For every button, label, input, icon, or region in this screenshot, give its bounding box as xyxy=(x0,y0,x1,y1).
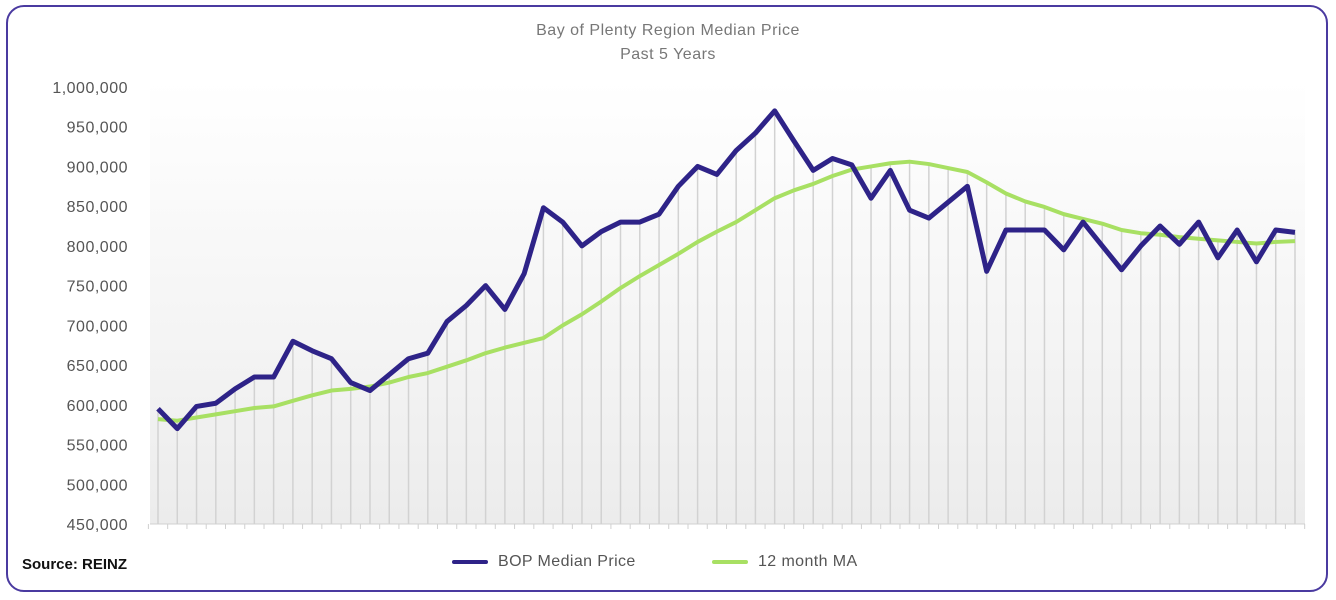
legend-label-ma: 12 month MA xyxy=(758,553,858,570)
y-tick-label: 550,000 xyxy=(67,438,128,455)
chart-title: Bay of Plenty Region Median Price xyxy=(536,22,800,39)
y-tick-label: 900,000 xyxy=(67,159,128,176)
legend-swatch-bop xyxy=(452,560,488,564)
source-note: Source: REINZ xyxy=(22,556,128,573)
y-tick-label: 450,000 xyxy=(67,517,128,534)
y-tick-label: 950,000 xyxy=(67,120,128,137)
y-tick-label: 650,000 xyxy=(67,358,128,375)
y-tick-label: 750,000 xyxy=(67,279,128,296)
y-tick-label: 850,000 xyxy=(67,199,128,216)
y-tick-label: 600,000 xyxy=(67,398,128,415)
legend-label-bop: BOP Median Price xyxy=(498,553,636,570)
legend-item-ma: 12 month MA xyxy=(712,553,858,571)
series-line-12-month-ma xyxy=(157,159,1296,423)
chart-subtitle: Past 5 Years xyxy=(620,46,716,63)
chart-frame xyxy=(6,5,1328,592)
plot-background xyxy=(150,80,1305,524)
series-line-bop-median-price xyxy=(156,108,1296,432)
y-tick-label: 800,000 xyxy=(67,239,128,256)
legend-swatch-ma xyxy=(712,560,748,564)
y-tick-label: 1,000,000 xyxy=(52,80,128,97)
legend-item-bop: BOP Median Price xyxy=(452,553,636,571)
y-tick-label: 500,000 xyxy=(67,477,128,494)
y-tick-label: 700,000 xyxy=(67,318,128,335)
